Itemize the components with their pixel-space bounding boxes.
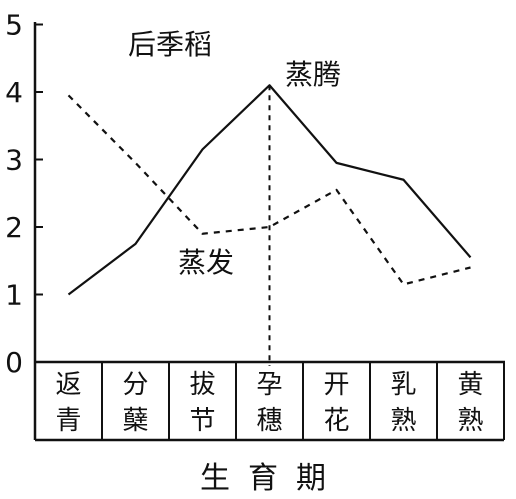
series-label-evaporation: 蒸发 [178, 246, 234, 279]
y-tick-label: 1 [5, 279, 23, 312]
y-tick-label: 2 [5, 211, 23, 244]
category-label: 返 [55, 370, 81, 400]
category-label: 开 [323, 370, 349, 400]
category-label: 拔 [189, 370, 215, 400]
category-label: 节 [189, 406, 215, 436]
y-tick-label: 0 [5, 346, 23, 379]
category-label: 孕 [256, 370, 282, 400]
y-tick-label: 3 [5, 144, 23, 177]
category-label: 黄 [457, 370, 483, 400]
category-label: 穗 [256, 406, 282, 436]
category-label: 乳 [390, 370, 416, 400]
category-label: 熟 [457, 406, 483, 436]
y-ticks: 0 1 2 3 4 5 [5, 9, 43, 379]
category-label: 熟 [390, 406, 416, 436]
y-tick-label: 5 [5, 9, 23, 42]
category-label: 花 [323, 406, 349, 436]
series-label-transpiration: 蒸腾 [285, 58, 341, 91]
x-axis-title: 生育期 [200, 461, 344, 496]
y-tick-label: 4 [5, 76, 23, 109]
category-label: 蘖 [122, 406, 148, 436]
axes [33, 22, 505, 364]
category-label: 分 [122, 370, 148, 400]
category-label: 青 [55, 406, 81, 436]
chart-title: 后季稻 [128, 28, 212, 61]
